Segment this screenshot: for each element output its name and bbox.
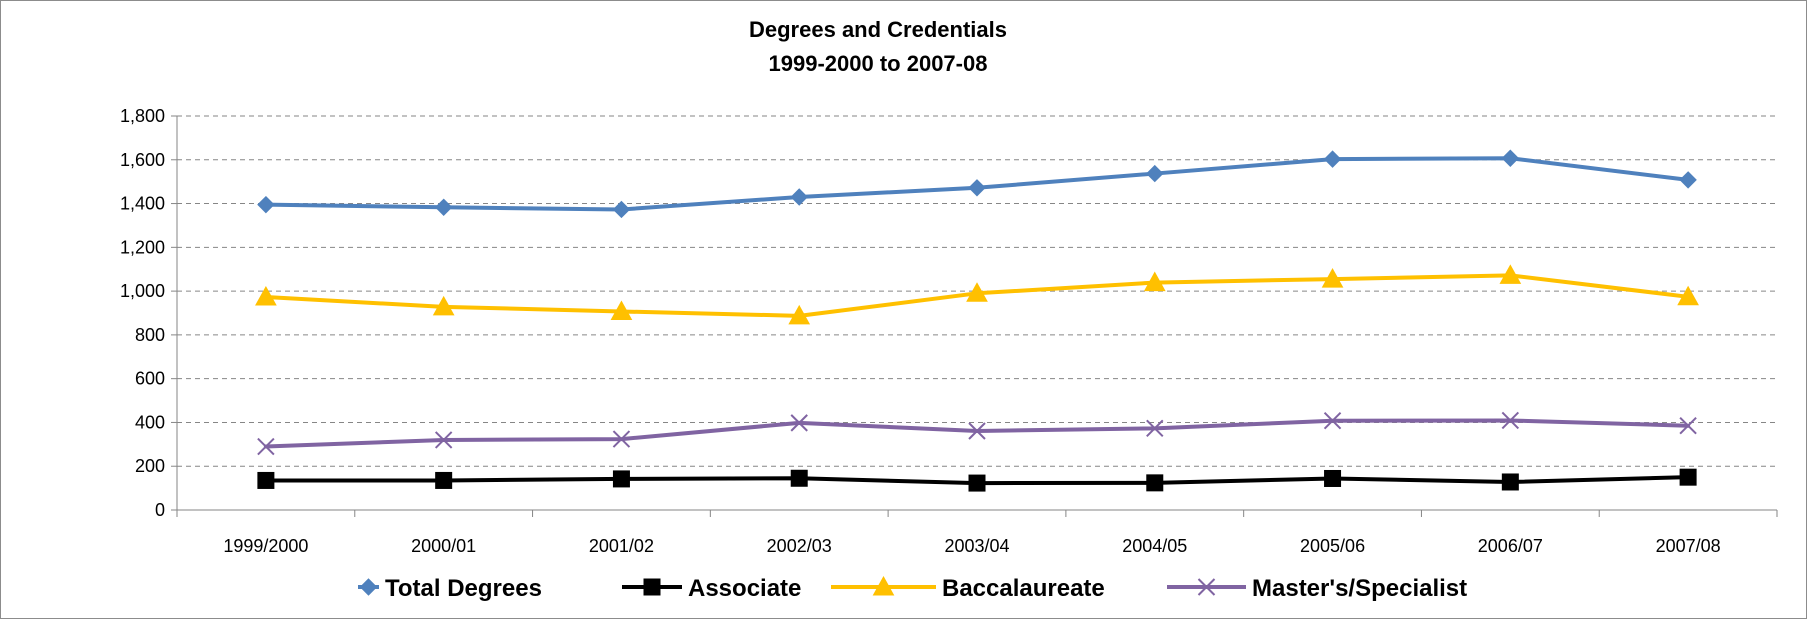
legend-marker-baccalaureate [872,575,895,596]
y-tick-label: 1,600 [120,150,165,170]
data-point-baccalaureate [255,285,277,306]
y-tick-label: 600 [135,369,165,389]
data-point-baccalaureate [788,304,811,325]
y-tick-label: 1,800 [120,106,165,126]
data-point-total-degrees [1146,164,1164,183]
legend-item-master-s-specialist: Master's/Specialist [1167,575,1467,602]
x-tick-label: 1999/2000 [223,536,308,556]
data-point-associate [1146,474,1164,492]
data-point-master-s-specialist [1146,419,1164,438]
x-tick-label: 2004/05 [1122,536,1187,556]
data-point-baccalaureate [1677,285,1699,306]
y-tick-label: 400 [135,412,165,432]
y-tick-label: 1,400 [120,194,165,214]
data-point-baccalaureate [1321,268,1344,288]
legend-label: Master's/Specialist [1252,575,1467,602]
data-point-baccalaureate [1499,264,1522,284]
data-point-associate [1324,469,1342,487]
data-point-master-s-specialist [612,430,631,448]
data-point-associate [435,471,453,489]
legend-item-total-degrees: Total Degrees [358,575,542,602]
x-tick-label: 2002/03 [767,536,832,556]
data-point-master-s-specialist [1679,417,1697,435]
legend-item-associate: Associate [622,575,801,602]
legend: Total Degrees Associate Baccalaureate Maste… [358,575,1467,602]
data-point-total-degrees [1679,171,1697,189]
data-point-associate [1679,468,1697,486]
data-point-associate [968,474,986,492]
y-tick-label: 200 [135,456,165,476]
y-tick-label: 1,200 [120,237,165,257]
data-point-total-degrees [612,200,631,219]
y-tick-label: 1,000 [120,281,165,301]
legend-label: Total Degrees [385,575,542,602]
x-tick-label: 2000/01 [411,536,476,556]
data-point-master-s-specialist [790,414,808,432]
series-line-master-s-specialist [263,418,1691,449]
data-point-master-s-specialist [1323,411,1342,430]
x-tick-label: 2003/04 [944,536,1009,556]
data-point-total-degrees [790,188,808,206]
series-baccalaureate [255,264,1699,325]
data-point-master-s-specialist [257,437,275,456]
data-point-master-s-specialist [434,431,453,449]
data-point-total-degrees [1501,149,1520,167]
legend-marker-master-s-specialist [1197,578,1216,596]
data-point-total-degrees [968,179,986,197]
series-area [255,149,1699,492]
legend-label: Associate [688,575,801,602]
series-master-s-specialist [257,411,1697,456]
x-tick-label: 2007/08 [1656,536,1721,556]
data-point-associate [257,471,275,489]
data-point-baccalaureate [966,282,988,302]
y-tick-label: 0 [155,500,165,520]
y-tick-label: 800 [135,325,165,345]
x-tick-label: 2001/02 [589,536,654,556]
data-point-baccalaureate [432,295,455,316]
legend-item-baccalaureate: Baccalaureate [831,575,1105,602]
data-point-baccalaureate [1143,271,1166,292]
series-associate [257,468,1697,492]
data-point-total-degrees [434,198,453,216]
data-point-master-s-specialist [1501,411,1520,430]
data-point-baccalaureate [610,300,633,320]
axes: 0 200 400 600 800 1,000 1,200 1,400 1,600 1,800 19… [120,106,1778,556]
legend-marker-associate [643,578,661,596]
chart-title-line2: 1999-2000 to 2007-08 [769,51,988,76]
series-total-degrees [257,149,1697,219]
legend-marker-total-degrees [359,578,378,596]
x-tick-label: 2005/06 [1300,536,1365,556]
data-point-associate [1501,473,1519,491]
data-point-total-degrees [257,195,275,214]
chart-title-line1: Degrees and Credentials [749,17,1007,42]
x-tick-label: 2006/07 [1478,536,1543,556]
data-point-associate [612,470,630,488]
data-point-total-degrees [1323,150,1342,168]
data-point-associate [790,469,808,487]
legend-label: Baccalaureate [942,575,1105,602]
data-point-master-s-specialist [968,422,986,440]
